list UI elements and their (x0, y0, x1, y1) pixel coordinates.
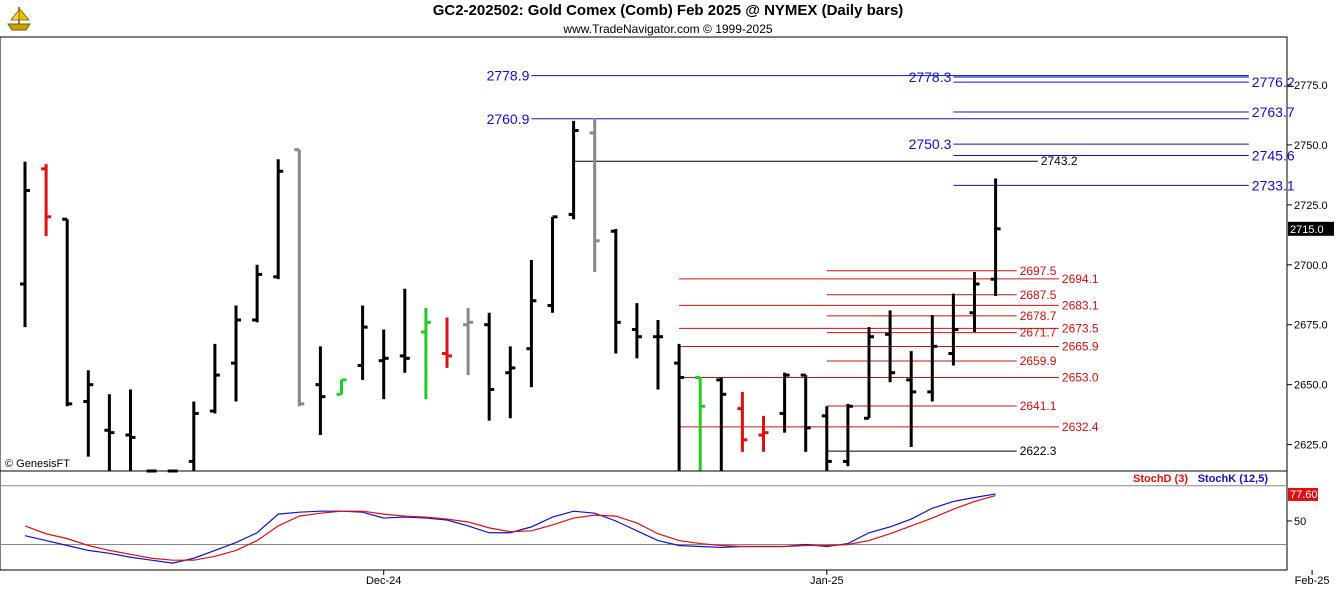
level-label: 2678.7 (1020, 309, 1057, 323)
level-label: 2745.6 (1252, 147, 1295, 163)
chart-title: GC2-202502: Gold Comex (Comb) Feb 2025 @… (432, 2, 904, 19)
date-tick-label: Jan-25 (810, 575, 844, 587)
level-label: 2697.5 (1020, 264, 1057, 278)
stoch-last-label: 77.60 (1290, 489, 1318, 501)
level-label: 2694.1 (1062, 272, 1099, 286)
price-tick-label: 2625.0 (1294, 440, 1328, 452)
level-label: 2763.7 (1252, 104, 1295, 120)
level-label: 2671.7 (1020, 326, 1057, 340)
level-label: 2641.1 (1020, 399, 1057, 413)
level-label: 2778.3 (909, 69, 952, 85)
level-label: 2665.9 (1062, 340, 1099, 354)
last-price-box (1288, 221, 1334, 236)
level-label: 2659.9 (1020, 354, 1057, 368)
stoch-last-box (1288, 487, 1318, 501)
stoch-legend: StochD (3) StochK (12,5) (1133, 473, 1268, 485)
last-price-label: 2715.0 (1290, 224, 1324, 236)
price-tick-label: 2775.0 (1294, 80, 1328, 92)
stoch-panel: StochD (3) StochK (12,5) 50 77.60 (0, 470, 1318, 571)
stoch-legend-k: StochK (12,5) (1198, 473, 1269, 485)
price-tick-label: 2700.0 (1294, 260, 1328, 272)
level-label: 2733.1 (1252, 177, 1295, 193)
stoch-tick-label: 50 (1294, 516, 1306, 528)
date-tick-label: Feb-25 (1295, 575, 1330, 587)
level-label: 2673.5 (1062, 321, 1099, 335)
price-tick-label: 2725.0 (1294, 200, 1328, 212)
level-label: 2622.3 (1020, 444, 1057, 458)
level-label: 2632.4 (1062, 420, 1099, 434)
stoch-axis: 50 77.60 (1287, 487, 1318, 528)
level-label: 2653.0 (1062, 370, 1099, 384)
stoch-series-line (24, 493, 996, 564)
level-label: 2687.5 (1020, 288, 1057, 302)
level-label: 2750.3 (909, 136, 952, 152)
price-panel: 2778.9 2778.3 2776.2 2760.9 2763.7 2750.3 2745… (0, 36, 1334, 473)
price-bars (20, 118, 1001, 473)
ship-logo-icon (7, 6, 31, 31)
stoch-series-line (24, 494, 996, 561)
price-tick-label: 2650.0 (1294, 380, 1328, 392)
price-tick-label: 2750.0 (1294, 140, 1328, 152)
stoch-legend-d: StochD (3) (1133, 473, 1188, 485)
level-label: 2776.2 (1252, 74, 1295, 90)
price-axis: 2775.0 2750.0 2725.0 2700.0 2675.0 2650.0 2625… (1287, 80, 1334, 452)
price-tick-label: 2675.0 (1294, 320, 1328, 332)
level-label: 2743.2 (1041, 154, 1078, 168)
level-label: 2778.9 (487, 68, 530, 84)
stoch-lines (0, 485, 1287, 564)
chart-subtitle: www.TradeNavigator.com © 1999-2025 (563, 22, 773, 36)
level-label: 2760.9 (487, 111, 530, 127)
level-label: 2683.1 (1062, 298, 1099, 312)
chart-header: GC2-202502: Gold Comex (Comb) Feb 2025 @… (0, 0, 1336, 36)
copyright-label: © GenesisFT (5, 458, 70, 470)
date-axis: Dec-24 Jan-25 Feb-25 (366, 570, 1330, 587)
level-lines: 2778.9 2778.3 2776.2 2760.9 2763.7 2750.3 2745… (487, 68, 1295, 458)
date-tick-label: Dec-24 (366, 575, 401, 587)
